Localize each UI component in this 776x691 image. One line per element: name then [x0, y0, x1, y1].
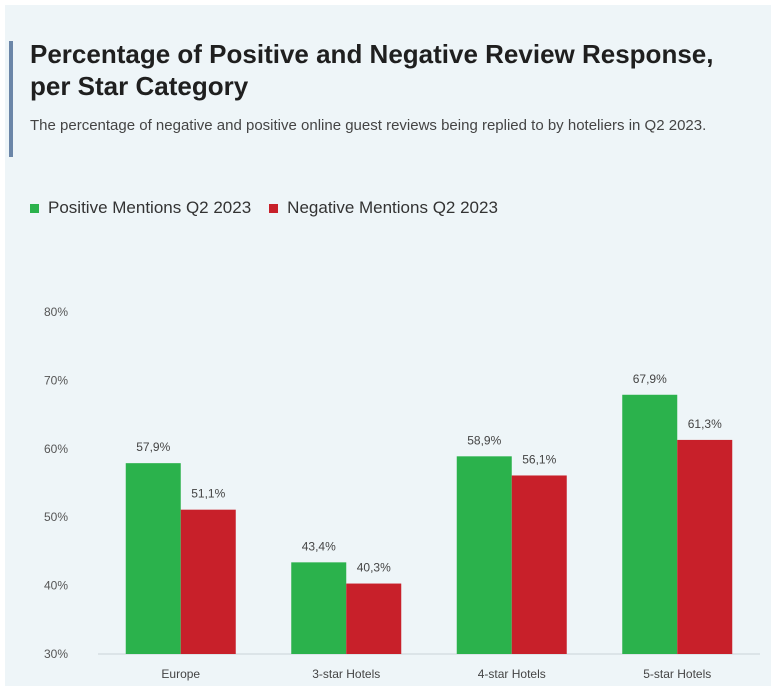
y-tick-label: 60% [44, 442, 68, 456]
x-tick-label: 5-star Hotels [643, 667, 711, 681]
data-label: 56,1% [522, 452, 556, 466]
data-label: 67,9% [633, 372, 667, 386]
y-tick-label: 80% [44, 305, 68, 319]
bar-negative [180, 509, 236, 654]
legend-label-negative: Negative Mentions Q2 2023 [287, 198, 498, 217]
y-tick-label: 70% [44, 373, 68, 387]
bar-negative [677, 439, 733, 654]
bar-positive [622, 394, 678, 654]
legend-swatch-positive [30, 203, 39, 213]
legend-item-positive: Positive Mentions Q2 2023 [30, 198, 251, 218]
legend-swatch-negative [269, 203, 279, 213]
bar-positive [456, 456, 512, 654]
chart-legend: Positive Mentions Q2 2023 Negative Menti… [30, 198, 516, 218]
data-label: 40,3% [357, 561, 391, 575]
data-label: 51,1% [191, 487, 225, 501]
bar-negative [346, 583, 402, 654]
y-tick-label: 50% [44, 510, 68, 524]
data-label: 57,9% [136, 440, 170, 454]
bar-negative [511, 475, 567, 654]
y-tick-label: 40% [44, 579, 68, 593]
title-accent-bar [9, 41, 13, 157]
x-tick-label: 3-star Hotels [312, 667, 380, 681]
data-label: 61,3% [688, 417, 722, 431]
chart-subtitle: The percentage of negative and positive … [30, 117, 707, 134]
x-tick-label: 4-star Hotels [478, 667, 546, 681]
data-label: 58,9% [467, 433, 501, 447]
legend-label-positive: Positive Mentions Q2 2023 [48, 198, 252, 217]
legend-item-negative: Negative Mentions Q2 2023 [269, 198, 498, 218]
x-tick-label: Europe [161, 667, 200, 681]
data-label: 43,4% [302, 539, 336, 553]
bar-positive [125, 463, 181, 654]
chart-title: Percentage of Positive and Negative Revi… [30, 39, 714, 101]
bar-positive [291, 562, 347, 654]
y-tick-label: 30% [44, 647, 68, 661]
